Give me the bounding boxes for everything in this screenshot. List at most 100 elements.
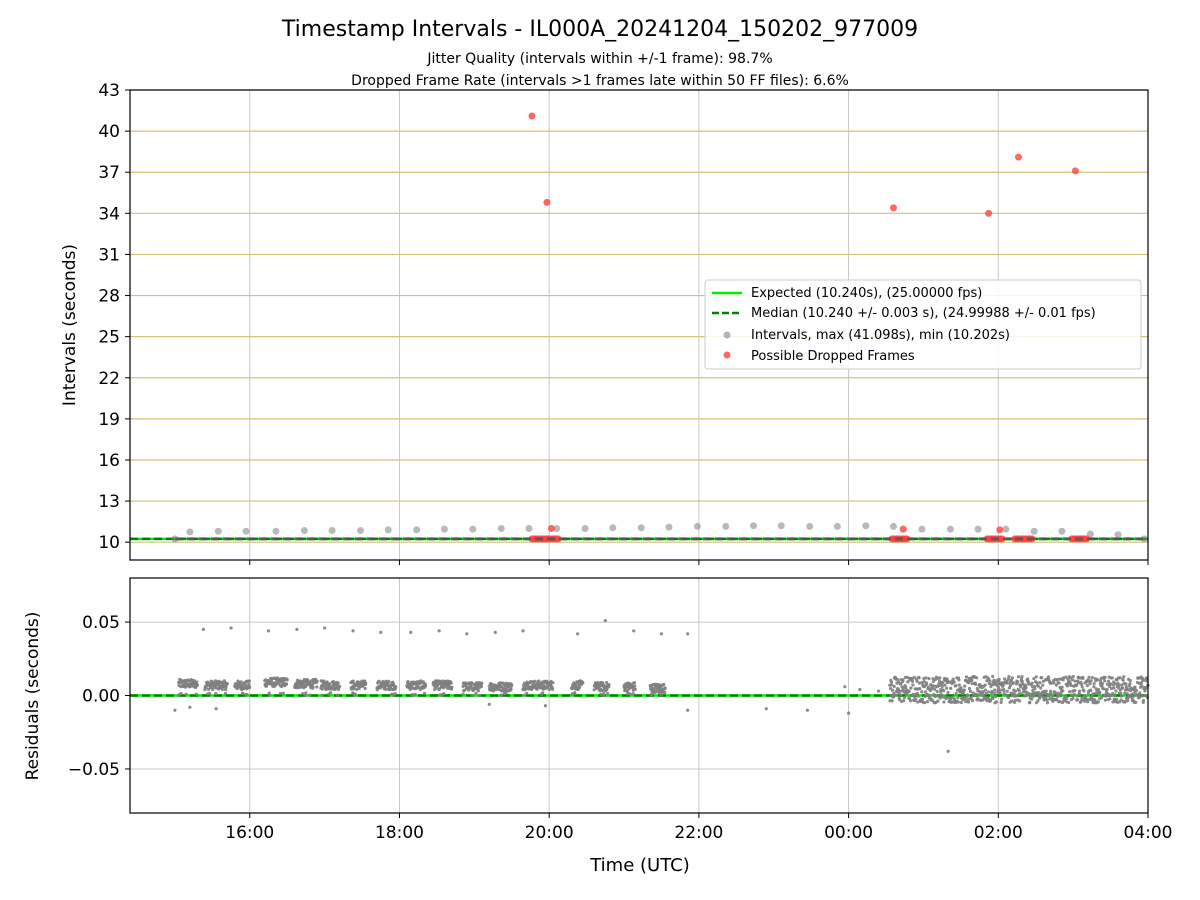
- x-tick-label: 02:00: [974, 823, 1023, 843]
- residual-point: [988, 679, 992, 683]
- residual-point: [906, 680, 910, 684]
- residual-point: [207, 687, 211, 692]
- y-tick-label: 37: [98, 163, 120, 183]
- interval-point: [946, 525, 954, 533]
- residual-point: [1038, 696, 1042, 700]
- residual-point: [351, 691, 355, 695]
- chart-title: Timestamp Intervals - IL000A_20241204_15…: [281, 17, 918, 42]
- residual-point: [974, 682, 978, 686]
- residual-point: [1036, 699, 1040, 703]
- residual-point: [1101, 687, 1105, 691]
- residual-point: [1067, 700, 1071, 705]
- residual-point: [1075, 697, 1080, 702]
- residual-point: [989, 682, 993, 687]
- residual-point: [606, 692, 610, 696]
- residual-point: [581, 681, 585, 685]
- residual-point: [888, 686, 893, 691]
- residual-point: [954, 691, 958, 696]
- residual-point: [659, 632, 664, 636]
- residual-point: [1138, 691, 1142, 695]
- residual-point: [915, 679, 919, 683]
- residual-point: [626, 692, 630, 696]
- residual-point: [573, 691, 577, 695]
- residual-point: [1105, 687, 1109, 692]
- residual-point: [1122, 675, 1126, 679]
- residual-point: [422, 691, 427, 695]
- y-tick-label: 31: [98, 245, 120, 265]
- residual-point: [211, 687, 215, 692]
- residual-point: [917, 681, 921, 685]
- residual-point: [936, 699, 940, 703]
- residual-point: [1079, 699, 1083, 703]
- residual-point: [195, 683, 199, 687]
- residual-point: [1071, 674, 1075, 679]
- residual-point: [406, 680, 410, 684]
- residual-point: [1081, 676, 1085, 680]
- residual-point: [686, 708, 690, 712]
- interval-point: [862, 522, 870, 530]
- residual-point: [994, 700, 998, 704]
- residual-point: [914, 697, 918, 701]
- residual-point: [424, 684, 428, 688]
- residual-point: [1089, 688, 1093, 692]
- residual-point: [998, 688, 1003, 692]
- residual-point: [970, 682, 974, 686]
- residual-point: [323, 626, 327, 630]
- residual-point: [479, 684, 484, 689]
- residual-point: [304, 691, 308, 695]
- residual-point: [1026, 677, 1030, 681]
- residual-point: [301, 691, 305, 696]
- residual-point: [992, 691, 996, 695]
- y-tick-label: 0.05: [82, 613, 120, 633]
- y-tick-label: 25: [98, 328, 120, 348]
- residual-point: [909, 686, 913, 690]
- residual-point: [892, 684, 896, 689]
- residual-point: [890, 688, 895, 692]
- residual-point: [1137, 695, 1142, 699]
- residual-point: [394, 685, 398, 689]
- residual-point: [208, 691, 212, 696]
- residual-point: [920, 697, 925, 702]
- chart-subtitle-dropped: Dropped Frame Rate (intervals >1 frames …: [351, 73, 849, 89]
- residual-point: [993, 688, 997, 692]
- residual-point: [1068, 690, 1072, 694]
- residual-point: [1117, 683, 1121, 687]
- residual-point: [1089, 679, 1093, 683]
- residual-point: [1018, 685, 1023, 689]
- residual-point: [917, 676, 921, 680]
- residual-point: [1105, 682, 1110, 686]
- residual-point: [281, 691, 285, 695]
- residual-point: [1020, 679, 1024, 684]
- residual-point: [1044, 695, 1048, 699]
- residual-point: [1065, 684, 1070, 688]
- residual-point: [379, 630, 383, 634]
- residual-point: [983, 688, 988, 692]
- residual-point: [938, 696, 942, 700]
- interval-point: [1140, 535, 1148, 543]
- residual-point: [1080, 685, 1084, 689]
- residual-point: [1058, 694, 1063, 698]
- residual-point: [351, 629, 355, 633]
- residual-point: [229, 626, 233, 630]
- residual-point: [437, 629, 441, 633]
- residual-point: [173, 708, 177, 712]
- residual-point: [954, 684, 958, 688]
- residual-point: [1027, 682, 1031, 686]
- residual-point: [905, 675, 910, 680]
- y-tick-label: 22: [98, 369, 120, 389]
- residual-point: [336, 693, 340, 697]
- residual-point: [1134, 688, 1139, 692]
- residual-point: [949, 686, 953, 690]
- residual-point: [1030, 697, 1034, 701]
- top-ylabel: Intervals (seconds): [60, 244, 80, 406]
- residual-point: [923, 701, 927, 705]
- residual-point: [943, 683, 947, 687]
- residual-point: [970, 698, 975, 703]
- interval-point: [777, 522, 785, 530]
- residual-point: [504, 681, 509, 685]
- residual-point: [940, 681, 945, 685]
- residual-point: [659, 693, 663, 697]
- residual-point: [1141, 698, 1146, 703]
- residual-point: [1065, 696, 1069, 700]
- residual-point: [956, 700, 960, 704]
